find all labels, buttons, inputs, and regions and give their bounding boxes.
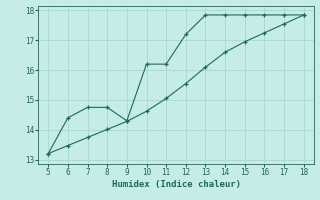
X-axis label: Humidex (Indice chaleur): Humidex (Indice chaleur) xyxy=(111,180,241,189)
